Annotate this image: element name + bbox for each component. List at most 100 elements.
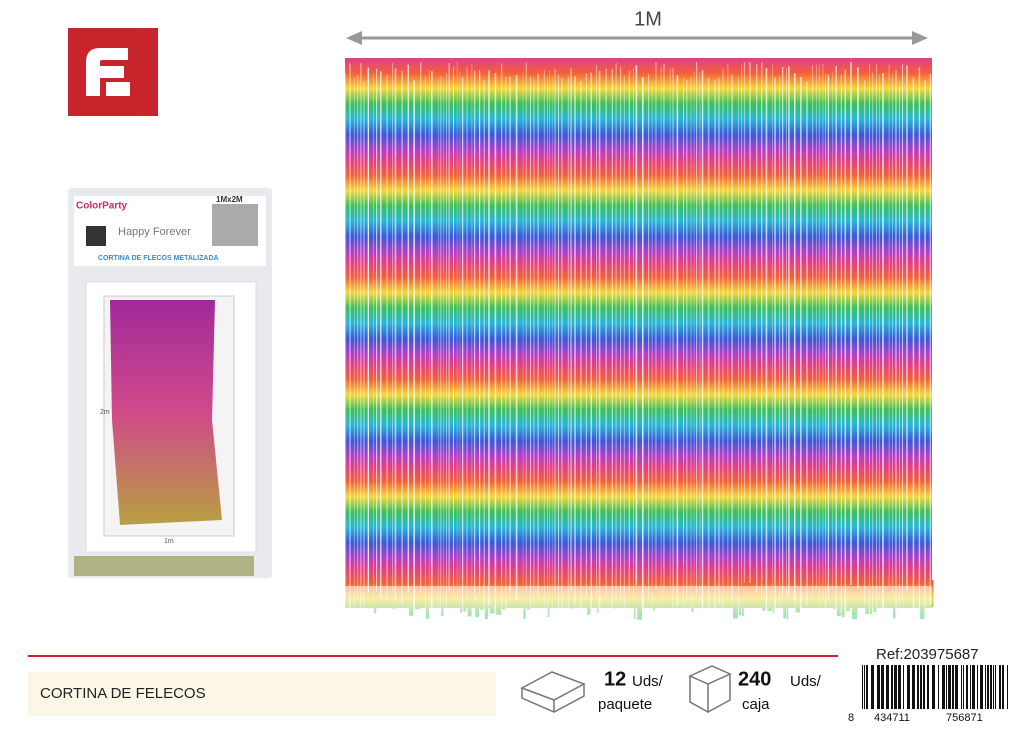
fringe-gap — [714, 80, 716, 621]
fringe-gap — [633, 68, 634, 602]
fringe-gap — [367, 67, 370, 593]
fringe-gap — [501, 63, 503, 613]
fringe-gap — [635, 65, 638, 586]
fringe-strip — [472, 580, 475, 591]
fringe-gap — [547, 76, 548, 611]
fringe-gap — [570, 68, 572, 594]
fringe-strip — [801, 580, 807, 592]
fringe-gap — [620, 66, 622, 603]
fringe-gap — [585, 73, 587, 598]
fringe-gap — [722, 68, 724, 608]
fringe-gap — [349, 63, 351, 610]
bar — [948, 665, 951, 709]
fringe-gap — [906, 65, 908, 591]
bar — [923, 665, 925, 709]
fringe-gap — [590, 72, 592, 609]
fringe-gap — [628, 71, 630, 592]
bar — [932, 665, 935, 709]
fringe-gap — [537, 73, 540, 596]
fringe-gap — [641, 77, 644, 615]
fringe-gap — [749, 62, 751, 583]
fringe-gap — [850, 62, 852, 585]
barcode — [862, 665, 1008, 709]
fringe-gap — [707, 77, 710, 626]
bar — [980, 665, 983, 709]
fringe-gap — [554, 68, 556, 596]
fringe-gap — [615, 63, 617, 597]
bar — [898, 665, 901, 709]
fringe-gap — [567, 76, 569, 615]
fringe-gap — [899, 81, 900, 604]
fringe-gap — [522, 72, 524, 603]
fringe-gap — [731, 74, 733, 602]
fringe-gap — [929, 73, 931, 604]
package-unit: Uds/ — [632, 673, 664, 690]
bar — [866, 665, 868, 709]
fringe-strip — [877, 580, 880, 591]
fringe-gap — [466, 67, 468, 599]
bar — [977, 665, 978, 709]
fringe-gap — [655, 62, 657, 590]
fringe-gap — [774, 77, 776, 627]
fringe-gap — [598, 70, 601, 617]
fringe-strip — [550, 580, 552, 591]
box-qty: 240 — [738, 668, 771, 690]
fringe-gap — [533, 78, 535, 604]
fringe-gap — [345, 73, 347, 597]
box-unit: Uds/ — [790, 673, 822, 690]
fringe-gap — [379, 71, 382, 599]
fringe-gap — [882, 73, 884, 609]
box-icon — [688, 665, 732, 714]
bar — [966, 665, 968, 709]
fringe-gap — [672, 68, 674, 613]
bar — [955, 665, 958, 709]
fringe-gap — [800, 76, 802, 618]
bar — [886, 665, 889, 709]
fringe-gap — [543, 70, 545, 606]
fringe-gap — [474, 70, 476, 603]
fringe-gap — [718, 77, 720, 603]
bar — [961, 665, 962, 709]
barcode-digit: 8 — [848, 712, 854, 724]
bar — [972, 665, 975, 709]
dimension-arrow — [346, 31, 928, 45]
fringe-gap — [530, 76, 532, 606]
fringe-gap — [549, 70, 551, 597]
fringe-gap — [551, 76, 553, 623]
package-size: 1Mx2M — [216, 195, 243, 204]
bar — [990, 665, 992, 709]
barcode-digits: 434711 — [874, 712, 910, 724]
logo — [68, 28, 158, 116]
package-image — [68, 188, 272, 578]
fringe-gap — [696, 62, 698, 596]
bar — [917, 665, 919, 709]
fringe-gap — [816, 64, 817, 590]
bar — [946, 665, 947, 709]
bar — [891, 665, 893, 709]
fringe-gap — [557, 74, 559, 622]
fringe-gap — [912, 77, 915, 622]
package-qty: 12 — [604, 668, 626, 690]
fringe-gap — [360, 63, 362, 612]
bar — [970, 665, 971, 709]
fringe-gap — [596, 64, 597, 597]
fringe-gap — [413, 80, 416, 627]
fringe-gap — [892, 73, 893, 594]
fringe-gap — [756, 64, 758, 592]
dimension-label: 1M — [634, 8, 662, 30]
curtain-image — [345, 58, 934, 627]
fringe-gap — [462, 76, 464, 607]
bar — [862, 665, 863, 709]
fringe-gap — [420, 62, 422, 593]
fringe-gap — [806, 81, 808, 606]
bar — [963, 665, 964, 709]
fringe-gap — [864, 80, 866, 604]
fringe-gap — [605, 68, 607, 597]
fringe-gap — [443, 78, 445, 604]
fringe-gap — [686, 79, 688, 603]
fringe-gap — [701, 70, 704, 612]
fringe-gap — [357, 75, 359, 601]
fringe-gap — [446, 72, 447, 618]
fringe-strip — [700, 580, 702, 591]
fringe-gap — [663, 63, 665, 595]
